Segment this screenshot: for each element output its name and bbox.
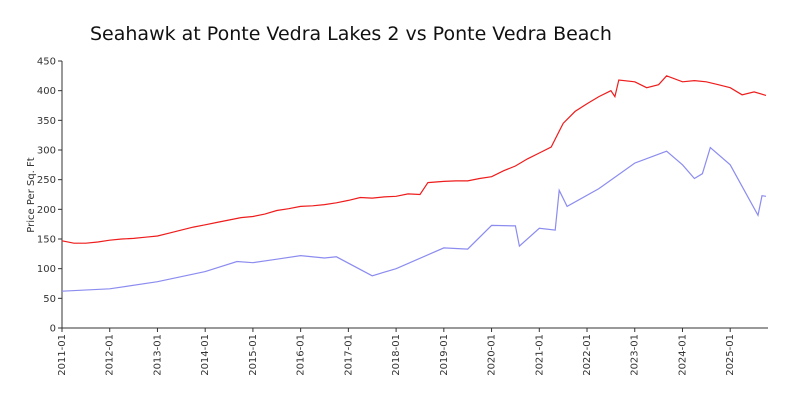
x-tick-label: 2025-01	[725, 334, 736, 376]
y-tick-label: 100	[37, 264, 56, 275]
chart-title: Seahawk at Ponte Vedra Lakes 2 vs Ponte …	[90, 23, 612, 45]
x-tick-label: 2011-01	[57, 334, 68, 376]
x-tick-label: 2019-01	[439, 334, 450, 376]
x-tick-label: 2017-01	[343, 334, 354, 376]
y-tick-label: 400	[37, 86, 56, 97]
x-tick-label: 2020-01	[487, 334, 498, 376]
series-line	[61, 146, 767, 292]
y-tick-label: 300	[37, 146, 56, 157]
y-axis-label: Price Per Sq. Ft	[26, 157, 37, 232]
y-tick-label: 150	[37, 235, 56, 246]
y-tick-label: 200	[37, 205, 56, 216]
y-tick-label: 0	[50, 324, 56, 335]
y-tick-label: 50	[43, 294, 56, 305]
x-tick-label: 2023-01	[630, 334, 641, 376]
x-tick-label: 2015-01	[248, 334, 259, 376]
x-tick-label: 2021-01	[534, 334, 545, 376]
y-tick-label: 450	[37, 57, 56, 68]
y-tick-label: 250	[37, 175, 56, 186]
x-tick-label: 2012-01	[105, 334, 116, 376]
x-tick-label: 2024-01	[677, 334, 688, 376]
y-tick-label: 350	[37, 116, 56, 127]
series-line	[61, 75, 767, 244]
x-tick-label: 2016-01	[296, 334, 307, 376]
x-tick-label: 2022-01	[582, 334, 593, 376]
x-tick-label: 2014-01	[200, 334, 211, 376]
x-tick-label: 2018-01	[391, 334, 402, 376]
x-tick-label: 2013-01	[152, 334, 163, 376]
